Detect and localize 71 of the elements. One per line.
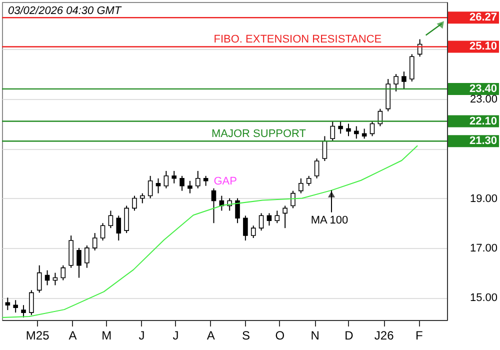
candlestick — [243, 215, 248, 241]
candlestick — [76, 247, 82, 278]
candlestick — [124, 205, 129, 234]
x-tick-label: N — [310, 328, 320, 342]
candlestick — [235, 198, 240, 224]
candlestick — [394, 74, 398, 92]
candlestick — [100, 222, 106, 241]
x-tick-label: M — [102, 328, 112, 342]
candlestick — [274, 210, 280, 224]
candlestick — [298, 178, 304, 194]
candlestick — [132, 195, 137, 212]
candlestick — [338, 120, 343, 134]
ref-line-label: 22.10 — [469, 115, 497, 128]
candlestick — [195, 170, 200, 189]
y-tick-label: 17.00 — [470, 242, 498, 254]
candlestick — [258, 212, 264, 232]
x-tick-label: D — [344, 328, 354, 342]
candlestick — [346, 123, 351, 137]
x-tick-label: J — [172, 328, 179, 342]
ref-line-label: 25.10 — [469, 40, 497, 53]
candlestick — [188, 180, 192, 194]
candlestick — [203, 175, 208, 186]
x-tick-label: J26 — [374, 328, 394, 342]
candlestick — [306, 175, 312, 186]
annotation: MAJOR SUPPORT — [211, 128, 306, 140]
ref-line-label: 23.40 — [469, 82, 497, 95]
candlestick — [354, 126, 359, 140]
candlestick — [314, 158, 320, 179]
candlestick — [60, 264, 66, 281]
candlestick — [250, 225, 256, 239]
candlestick — [370, 120, 375, 137]
x-tick-label: A — [206, 328, 215, 342]
x-tick-label: O — [275, 328, 285, 342]
candlestick — [322, 136, 328, 162]
ref-line-label: 21.30 — [469, 135, 497, 148]
candlestick — [140, 192, 145, 204]
candlestick — [5, 297, 10, 311]
candlestick — [116, 215, 122, 241]
x-tick-label: A — [68, 328, 77, 342]
candlestick — [148, 175, 153, 199]
line-series — [2, 145, 418, 318]
candlestick — [29, 290, 34, 316]
candlestick — [282, 205, 288, 229]
ref-line-label: 26.27 — [469, 12, 497, 24]
annotation: FIBO. EXTENSION RESISTANCE — [214, 34, 382, 46]
candlestick — [84, 244, 90, 268]
candlestick — [330, 120, 336, 142]
series-label: MA 100 — [310, 214, 348, 226]
candlestick — [172, 170, 177, 184]
candlestick — [21, 304, 26, 318]
annotation: 03/02/2026 04:30 GMT — [8, 5, 122, 17]
candlestick — [44, 270, 50, 286]
candlestick — [92, 232, 98, 251]
annotation: GAP — [214, 175, 237, 188]
x-tick-label: J — [138, 328, 145, 342]
candlestick — [13, 300, 18, 314]
candlestick — [108, 210, 114, 229]
candlestick — [211, 188, 216, 224]
x-tick-label: S — [242, 328, 250, 342]
candlestick — [402, 71, 406, 90]
y-tick-label: 23.00 — [470, 93, 498, 106]
candlestick — [290, 190, 296, 209]
candlestick — [164, 170, 169, 189]
candlestick — [266, 212, 272, 226]
candlestick — [180, 175, 184, 192]
x-tick-label: M25 — [26, 328, 50, 342]
y-tick-label: 19.00 — [470, 192, 498, 205]
x-tick-label: F — [416, 328, 423, 342]
y-tick-label: 15.00 — [470, 292, 498, 304]
candlestick — [410, 54, 414, 82]
candlestick — [36, 264, 42, 294]
